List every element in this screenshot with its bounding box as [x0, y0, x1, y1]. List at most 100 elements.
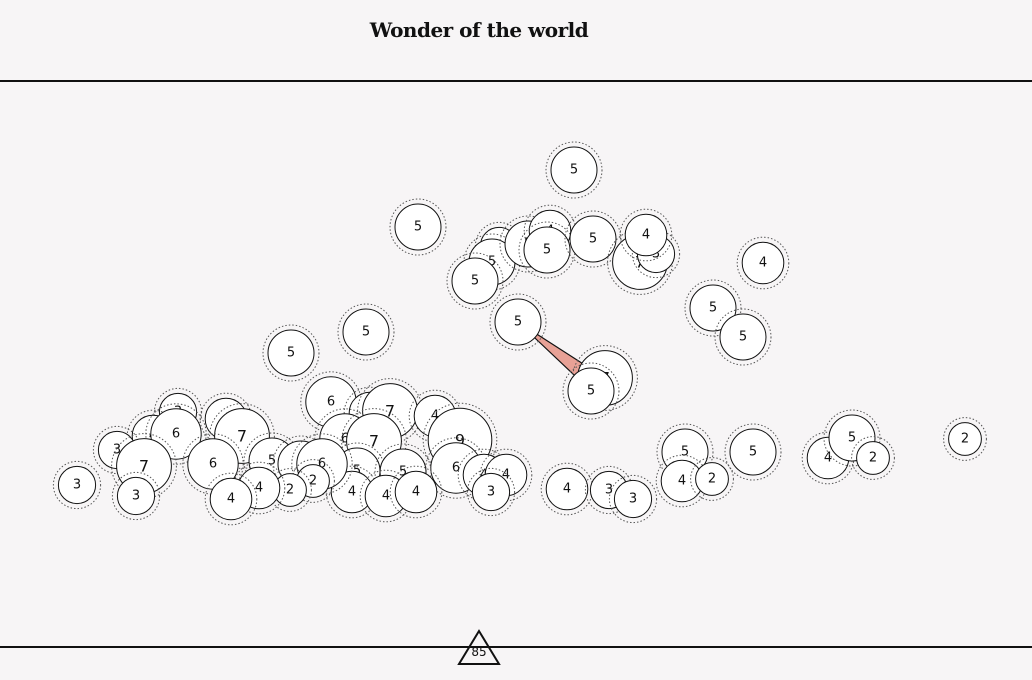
bubble-halo: [337, 303, 395, 361]
bubble-number: 5: [353, 464, 361, 479]
bubble-12[interactable]: 4: [736, 236, 790, 290]
bubble-halo: [690, 457, 734, 501]
bubble-circle: [471, 472, 511, 512]
bubble-halo: [422, 402, 498, 478]
bubble-halo: [851, 436, 895, 480]
bubble-halo: [943, 417, 987, 461]
bubble-halo: [111, 433, 177, 499]
bubble-halo: [52, 460, 102, 510]
bubble-circle: [719, 313, 767, 361]
bubble-1[interactable]: 5: [389, 198, 447, 256]
bubble-14[interactable]: 5: [714, 308, 772, 366]
bubble-8[interactable]: 5: [564, 210, 622, 268]
bubble-circle: [451, 257, 499, 305]
bubble-number: 4: [824, 451, 832, 466]
bubble-36[interactable]: 5: [562, 362, 620, 420]
bubble-halo: [479, 448, 533, 502]
bubble-number: 7: [237, 427, 247, 446]
bubble-11[interactable]: 4: [619, 208, 673, 262]
game-header: Wonder of the world: [0, 0, 1032, 82]
bubble-number: 6: [172, 427, 180, 442]
bubble-number: 4: [348, 485, 356, 500]
bubble-33[interactable]: 4: [389, 465, 443, 519]
bubble-62[interactable]: 3: [111, 471, 161, 521]
bubble-number: 5: [570, 163, 578, 178]
bubble-number: 5: [739, 330, 747, 345]
bubble-38[interactable]: 3: [608, 474, 658, 524]
bubble-halo: [724, 423, 782, 481]
bubble-46[interactable]: 2: [943, 417, 987, 461]
bubble-15[interactable]: 5: [337, 303, 395, 361]
bubble-number: 5: [268, 454, 276, 469]
game-title: Wonder of the world: [369, 18, 589, 42]
bubble-halo: [446, 252, 504, 310]
bubble-number: 7: [139, 457, 149, 476]
bubble-number: 3: [629, 492, 637, 507]
bubble-16[interactable]: 5: [262, 324, 320, 382]
bubble-circle: [57, 465, 97, 505]
bubble-number: 5: [749, 445, 757, 460]
bubble-layer: 5535554557344555564754967644355444475335…: [52, 141, 987, 526]
bubble-circle: [567, 367, 615, 415]
bubble-41[interactable]: 2: [690, 457, 734, 501]
bubble-circle: [689, 284, 737, 332]
bubble-number: 4: [502, 468, 510, 483]
bubble-halo: [204, 472, 258, 526]
bubble-circle: [342, 308, 390, 356]
bubble-4[interactable]: 5: [446, 252, 504, 310]
bubble-number: 6: [452, 461, 460, 476]
bubble-number: 4: [642, 228, 650, 243]
bubble-halo: [341, 408, 407, 474]
bubble-circle: [948, 422, 982, 456]
bubble-number: 5: [514, 315, 522, 330]
bubble-circle: [394, 470, 438, 514]
bubble-20[interactable]: 5: [489, 293, 547, 351]
bubble-42[interactable]: 5: [724, 423, 782, 481]
bubble-circle: [695, 462, 729, 496]
bubble-number: 2: [309, 474, 317, 489]
bubble-13[interactable]: 5: [684, 279, 742, 337]
bubble-circle: [209, 477, 253, 521]
bubble-number: 5: [414, 220, 422, 235]
bubble-halo: [489, 293, 547, 351]
bubble-halo: [714, 308, 772, 366]
bubble-number: 9: [455, 431, 465, 450]
bubble-halo: [631, 229, 681, 279]
bubble-number: 2: [708, 472, 716, 487]
bubble-number: 5: [287, 346, 295, 361]
bubble-number: 2: [961, 432, 969, 447]
bubble-halo: [684, 279, 742, 337]
bubble-circle: [856, 441, 890, 475]
bubble-0[interactable]: 5: [545, 141, 603, 199]
bubble-number: 5: [399, 465, 407, 480]
bubble-halo: [291, 433, 353, 495]
bubble-halo: [389, 465, 443, 519]
bubble-halo: [619, 208, 673, 262]
bubble-circle: [523, 226, 571, 274]
bubble-halo: [545, 141, 603, 199]
bubble-halo: [823, 409, 881, 467]
bubble-circle: [741, 241, 785, 285]
bubble-63[interactable]: 3: [52, 460, 102, 510]
bubble-54[interactable]: 6: [182, 433, 244, 495]
bubble-number: 4: [759, 256, 767, 271]
bubble-number: 4: [412, 485, 420, 500]
bubble-number: 7: [385, 402, 395, 421]
bubble-halo: [608, 474, 658, 524]
bubble-45[interactable]: 2: [851, 436, 895, 480]
bubble-number: 4: [227, 492, 235, 507]
bubble-number: 5: [848, 431, 856, 446]
bottom-rule: [0, 646, 1032, 648]
bubble-number: 3: [487, 485, 495, 500]
bubble-28[interactable]: 3: [466, 467, 516, 517]
bubble-halo: [466, 467, 516, 517]
bubble-number: 4: [255, 481, 263, 496]
bubble-number: 5: [488, 255, 496, 270]
bubble-61[interactable]: 4: [204, 472, 258, 526]
bubble-circle: [545, 467, 589, 511]
bubble-number: 3: [132, 489, 140, 504]
bubble-number: 4: [431, 409, 439, 424]
bubble-number: 3: [73, 478, 81, 493]
bubble-halo: [564, 210, 622, 268]
